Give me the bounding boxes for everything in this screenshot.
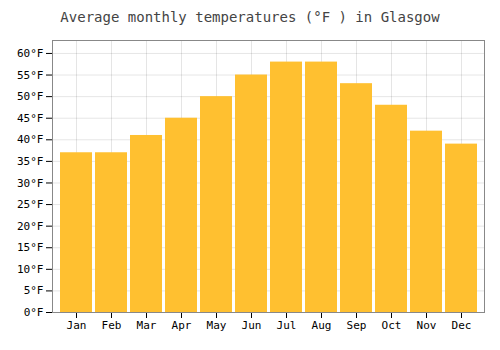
- svg-text:10°F: 10°F: [17, 263, 44, 276]
- svg-text:5°F: 5°F: [24, 284, 44, 297]
- svg-text:Jul: Jul: [277, 319, 297, 332]
- svg-text:20°F: 20°F: [17, 220, 44, 233]
- svg-text:45°F: 45°F: [17, 112, 44, 125]
- svg-text:Apr: Apr: [172, 319, 192, 332]
- svg-text:30°F: 30°F: [17, 176, 44, 189]
- svg-text:0°F: 0°F: [24, 306, 44, 319]
- svg-text:50°F: 50°F: [17, 90, 44, 103]
- svg-text:Jun: Jun: [242, 319, 262, 332]
- svg-text:Dec: Dec: [452, 319, 472, 332]
- svg-text:35°F: 35°F: [17, 155, 44, 168]
- html-text:Average monthly temperatures (: Average monthly temperatures (°F ) in Gl…: [60, 9, 440, 25]
- svg-text:60°F: 60°F: [17, 47, 44, 60]
- svg-text:40°F: 40°F: [17, 133, 44, 146]
- svg-text:15°F: 15°F: [17, 241, 44, 254]
- svg-text:Nov: Nov: [417, 319, 437, 332]
- svg-text:Mar: Mar: [137, 319, 157, 332]
- svg-text:Aug: Aug: [312, 319, 332, 332]
- svg-text:Oct: Oct: [382, 319, 402, 332]
- svg-text:Feb: Feb: [102, 319, 122, 332]
- svg-text:Jan: Jan: [67, 319, 87, 332]
- svg-text:25°F: 25°F: [17, 198, 44, 211]
- svg-text:Sep: Sep: [347, 319, 367, 332]
- svg-text:May: May: [207, 319, 227, 332]
- svg-text:55°F: 55°F: [17, 69, 44, 82]
